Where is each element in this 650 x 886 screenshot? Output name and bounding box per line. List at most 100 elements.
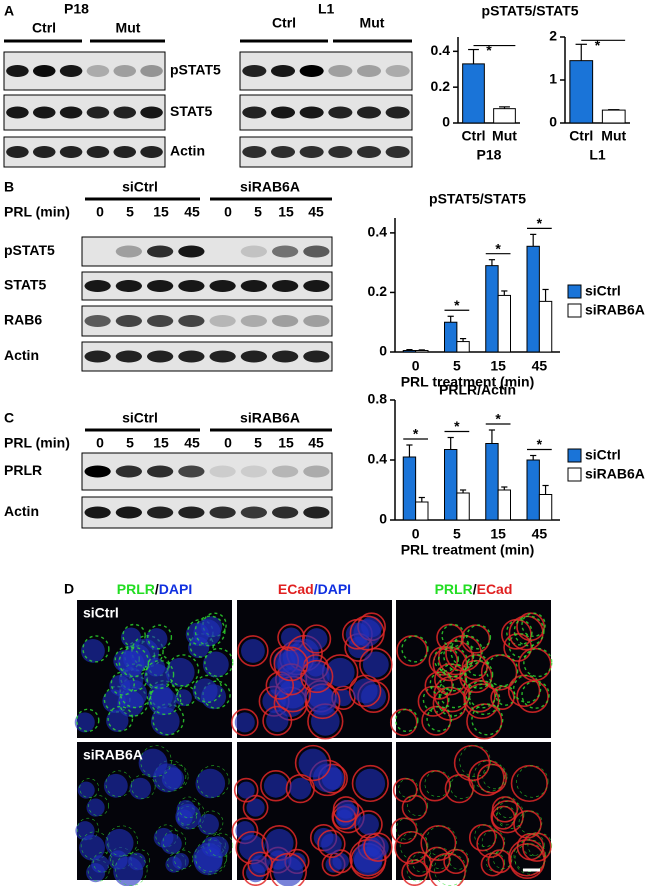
band — [303, 245, 330, 258]
prlr-signal — [145, 659, 175, 689]
row-label: STAT5 — [170, 103, 212, 119]
label: Ctrl — [272, 15, 296, 31]
error-bar — [418, 349, 425, 351]
header-part: / — [155, 581, 159, 597]
prlr-signal — [199, 810, 224, 835]
row-label: RAB6 — [4, 312, 42, 328]
prlr-signal — [426, 705, 453, 732]
lane-label: 45 — [308, 435, 324, 451]
prlr-signal — [468, 683, 501, 716]
bar — [444, 449, 458, 521]
row-label: pSTAT5 — [170, 62, 221, 78]
band — [303, 506, 330, 519]
prlr-signal — [450, 774, 475, 799]
band — [328, 146, 353, 158]
nucleus — [298, 748, 328, 778]
prlr-signal — [106, 825, 138, 857]
nucleus — [81, 638, 105, 663]
band — [272, 315, 299, 327]
band — [299, 65, 324, 77]
prlr-signal — [521, 680, 550, 709]
prlr-signal — [162, 830, 187, 854]
nucleus — [265, 828, 294, 858]
band — [178, 280, 205, 292]
prlr-signal — [197, 765, 230, 798]
prlr-signal — [513, 615, 545, 647]
prlr-signal — [131, 774, 156, 799]
prlr-signal — [178, 796, 200, 819]
band — [178, 465, 205, 478]
x-tick-label: 0 — [412, 526, 420, 542]
lane-header: PRL (min) — [4, 204, 70, 220]
x-tick-label: Mut — [492, 128, 517, 144]
nucleus — [113, 856, 144, 886]
bar — [415, 501, 429, 521]
band — [270, 65, 296, 77]
band — [272, 245, 299, 258]
significance-label: * — [537, 436, 543, 452]
blot — [239, 94, 413, 131]
lane-label: 15 — [278, 435, 294, 451]
prlr-signal — [429, 671, 454, 696]
nucleus — [195, 768, 226, 799]
error-bar — [406, 444, 413, 457]
x-tick-label: 5 — [453, 526, 461, 542]
nucleus — [105, 828, 134, 858]
band — [242, 65, 267, 77]
ecad-membrane — [444, 773, 474, 804]
error-bar — [542, 484, 549, 495]
y-tick-label: 0 — [549, 114, 557, 130]
ecad-membrane — [423, 846, 451, 874]
significance-label: * — [486, 42, 492, 58]
ecad-membrane — [463, 680, 496, 713]
band — [209, 506, 236, 519]
ecad-membrane — [433, 675, 471, 713]
legend-label: siRAB6A — [585, 302, 645, 318]
x-tick-label: Ctrl — [569, 128, 593, 144]
nucleus — [239, 834, 265, 861]
bar — [415, 350, 429, 353]
x-tick-label: 15 — [490, 358, 506, 374]
blot — [3, 51, 166, 91]
label: siCtrl — [122, 410, 158, 426]
error-bar — [447, 315, 454, 323]
prlr-signal — [522, 833, 545, 856]
ecad-membrane — [513, 810, 542, 839]
band — [147, 350, 174, 363]
band — [84, 280, 111, 292]
y-tick-label: 0.4 — [368, 224, 388, 240]
header-part: ECad — [278, 581, 314, 597]
band — [86, 146, 110, 158]
nucleus — [237, 781, 255, 799]
blot — [239, 51, 413, 91]
panel-label: A — [4, 3, 14, 19]
column-header: PRLR/DAPI — [117, 581, 192, 597]
x-tick-label: Mut — [601, 128, 626, 144]
error-bar — [542, 288, 549, 302]
bar — [601, 109, 626, 124]
ecad-membrane — [390, 817, 418, 845]
ecad-membrane — [480, 654, 518, 691]
band — [328, 65, 353, 77]
prlr-signal — [518, 810, 543, 835]
bar — [497, 294, 511, 353]
ecad-membrane — [269, 852, 307, 886]
nucleus — [74, 712, 95, 733]
prlr-signal — [497, 796, 519, 819]
prlr-signal — [424, 770, 452, 798]
band — [385, 65, 410, 77]
band — [147, 506, 174, 519]
prlr-signal — [496, 800, 525, 829]
nucleus — [79, 834, 105, 861]
prlr-signal — [521, 612, 546, 638]
prlr-signal — [466, 654, 489, 677]
ecad-membrane — [453, 744, 491, 782]
lane-label: 5 — [126, 435, 134, 451]
nucleus — [198, 813, 219, 835]
error-bar — [447, 436, 454, 450]
ecad-membrane — [503, 632, 533, 662]
x-axis-label: P18 — [477, 147, 502, 163]
ecad-membrane — [233, 777, 259, 803]
significance-label: * — [495, 240, 501, 256]
significance-label: * — [454, 297, 460, 313]
